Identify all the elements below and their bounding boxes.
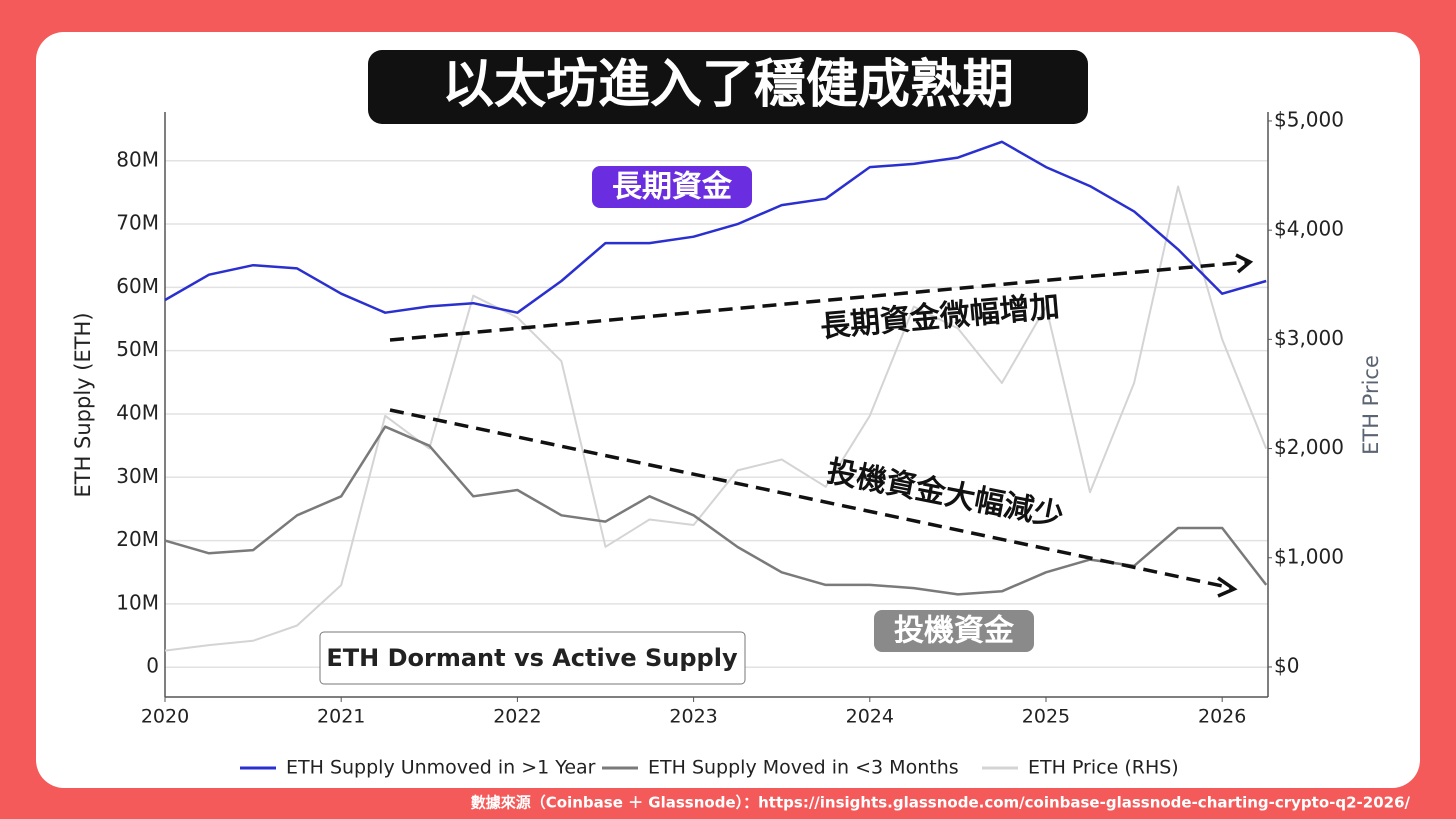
- legend-label: ETH Supply Unmoved in >1 Year: [286, 757, 596, 779]
- y2-tick-label: $4,000: [1274, 217, 1344, 241]
- series-line: [164, 185, 1268, 652]
- y2-tick-label: $5,000: [1274, 107, 1344, 131]
- chart-title: 以太坊進入了穩健成熟期: [442, 55, 1014, 115]
- card: [36, 32, 1420, 788]
- y-tick-label: 80M: [116, 147, 159, 171]
- y2-tick-label: $2,000: [1274, 435, 1344, 459]
- y-tick-label: 0: [146, 654, 159, 678]
- y-tick-label: 40M: [116, 400, 159, 424]
- source: 數據來源（Coinbase ＋ Glassnode）：https://insig…: [471, 794, 1411, 812]
- y2-tick-label: $1,000: [1274, 544, 1344, 568]
- legend-label: ETH Price (RHS): [1028, 757, 1179, 779]
- y-tick-label: 70M: [116, 211, 159, 235]
- arrow-head: [1235, 253, 1254, 274]
- legend-label: ETH Supply Moved in <3 Months: [648, 757, 959, 779]
- badge: [592, 166, 752, 208]
- x-tick-label: 2021: [317, 706, 365, 728]
- annotation: 投機資金: [894, 614, 1015, 649]
- y2-tick-label: $0: [1274, 653, 1299, 677]
- series-line: [164, 425, 1268, 596]
- y-tick-label: 20M: [116, 527, 159, 551]
- y-axis-label: ETH Supply (ETH): [71, 312, 95, 497]
- x-tick-label: 2020: [141, 706, 189, 728]
- badge: [874, 610, 1034, 652]
- inset-box: [319, 631, 746, 685]
- x-tick-label: 2023: [669, 706, 717, 728]
- annotation: 長期資金: [612, 170, 733, 205]
- y-tick-label: 60M: [116, 274, 159, 298]
- y2-tick-label: $3,000: [1274, 326, 1344, 350]
- y2-axis-label: ETH Price: [1359, 355, 1383, 455]
- x-tick-label: 2022: [493, 706, 541, 728]
- x-tick-label: 2026: [1198, 706, 1246, 728]
- inset-label: ETH Dormant vs Active Supply: [326, 644, 738, 672]
- y-tick-label: 50M: [116, 337, 159, 361]
- arrow-head: [1217, 576, 1238, 598]
- arrow-up: [389, 260, 1249, 342]
- arrow-down: [389, 408, 1233, 590]
- x-tick-label: 2025: [1022, 706, 1070, 728]
- title-box: [368, 50, 1088, 124]
- x-tick-label: 2024: [846, 706, 894, 728]
- series-line: [164, 140, 1267, 314]
- y-tick-label: 30M: [116, 464, 159, 488]
- y-tick-label: 10M: [116, 590, 159, 614]
